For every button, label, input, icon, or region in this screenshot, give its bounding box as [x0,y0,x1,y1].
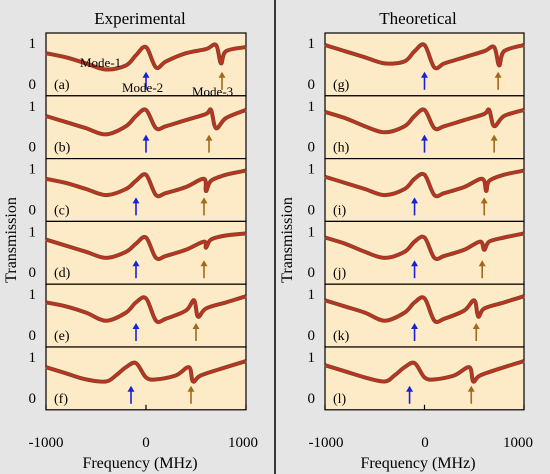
exp-panel-4-arrow-mode3-head [192,323,200,329]
exp-panel-0-curve [45,43,247,71]
theo-panel-3-label: (j) [333,266,347,281]
theo-panel-1-arrow-mode3-head [490,134,498,141]
exp-panel-3-label: (d) [54,266,71,281]
left-xlabel: Frequency (MHz) [82,455,197,472]
theo-panel-3-ytick-0: 0 [308,265,316,281]
exp-panel-2-arrow-mode3-head [200,197,208,204]
exp-panel-1-arrow-mode3-head [205,134,213,141]
theo-panel-0-label: (g) [333,78,350,93]
theo-panel-1-curve [324,108,525,134]
theo-panel-4-arrow-mode2-head [411,323,419,329]
exp-panel-2-ytick-0: 0 [29,202,37,218]
experimental-column: 1 0 (a) 1 0 (b) 1 0 (c) 1 0 (d) 1 0 (e) 1 0 (f) [29,32,247,411]
theoretical-column: 1 0 (g) 1 0 (h) 1 0 (i) 1 0 (j) 1 0 (k) 1 0 (l) [308,32,525,411]
exp-panel-0-ytick-1: 1 [29,36,37,52]
theo-panel-5-ytick-0: 0 [308,391,316,407]
exp-panel-2-frame [45,158,247,223]
exp-panel-4-frame [45,283,247,348]
exp-panel-3-arrow-mode2-head [132,260,140,267]
mode-2-label: Mode-2 [122,80,163,95]
theo-panel-4-curve [324,295,525,324]
right-xlabel: Frequency (MHz) [360,455,475,472]
exp-panel-5-ytick-0: 0 [29,391,37,407]
theo-panel-2-arrow-mode3-head [480,197,488,204]
exp-panel-4-curve [45,295,247,324]
exp-panel-2-ytick-1: 1 [29,162,37,178]
left-ylabel: Transmission [3,197,20,283]
theo-panel-1-ytick-1: 1 [308,99,316,115]
theo-panel-1-ytick-0: 0 [308,140,316,156]
exp-panel-0-arrow-mode2-head [142,71,150,78]
right-xtick-max: 1000 [503,435,533,451]
exp-panel-3-curve [45,232,247,261]
theo-panel-4-label: (k) [333,329,350,344]
exp-panel-3-arrow-mode3-head [200,260,208,267]
exp-panel-4-label: (e) [54,329,70,344]
theo-panel-0-arrow-mode3-head [494,71,502,78]
theo-panel-4-ytick-1: 1 [308,287,316,303]
right-ylabel: Transmission [279,197,296,283]
exp-panel-1-arrow-mode2-head [142,134,150,141]
theo-panel-5-arrow-mode3-head [467,385,475,392]
exp-panel-5-curve [45,359,247,383]
theo-panel-4-ytick-0: 0 [308,328,316,344]
mode-1-label: Mode-1 [80,55,121,70]
exp-panel-2-label: (c) [54,203,70,218]
left-xtick-max: 1000 [228,435,258,451]
exp-panel-1-curve [45,108,247,136]
theo-panel-2-frame [324,158,525,223]
mode-3-label: Mode-3 [192,84,233,99]
theo-panel-0-curve [324,43,525,70]
theo-panel-3-ytick-1: 1 [308,224,316,240]
exp-panel-4-ytick-0: 0 [29,328,37,344]
right-xtick-min: -1000 [309,435,344,451]
exp-panel-4-ytick-1: 1 [29,287,37,303]
exp-panel-1-label: (b) [54,141,71,156]
theo-panel-3-arrow-mode2-head [411,260,419,267]
theo-panel-1-arrow-mode2-head [421,134,428,141]
theo-panel-1-label: (h) [333,141,350,156]
exp-panel-5-arrow-mode2-head [127,385,135,392]
exp-panel-0-arrow-mode3-head [218,71,226,78]
theo-panel-2-label: (i) [333,203,347,218]
theo-panel-0-arrow-mode2-head [421,71,428,78]
exp-panel-1-ytick-1: 1 [29,99,37,115]
exp-panel-0-label: (a) [54,78,70,93]
exp-panel-2-curve [45,169,247,198]
theo-panel-2-ytick-1: 1 [308,162,316,178]
exp-panel-3-ytick-1: 1 [29,224,37,240]
theo-panel-2-ytick-0: 0 [308,202,316,218]
exp-panel-2-arrow-mode2-head [132,197,140,204]
exp-panel-3-frame [45,220,247,285]
theo-panel-5-arrow-mode2-head [406,385,414,392]
left-xtick-zero: 0 [142,435,150,451]
theo-panel-4-arrow-mode3-head [472,323,480,329]
exp-panel-4-arrow-mode2-head [132,323,140,329]
theo-panel-3-curve [324,232,525,261]
left-title: Experimental [94,9,186,28]
exp-panel-1-ytick-0: 0 [29,140,37,156]
theo-panel-2-curve [324,169,525,198]
theo-panel-5-label: (l) [333,392,347,407]
theo-panel-5-ytick-1: 1 [308,350,316,366]
exp-panel-0-ytick-0: 0 [29,77,37,93]
left-xtick-min: -1000 [29,435,64,451]
exp-panel-5-label: (f) [54,392,68,407]
theo-panel-5-curve [324,359,525,383]
exp-panel-3-ytick-0: 0 [29,265,37,281]
theo-panel-3-arrow-mode3-head [478,260,486,267]
right-title: Theoretical [379,9,457,28]
theo-panel-0-ytick-1: 1 [308,36,316,52]
theo-panel-0-ytick-0: 0 [308,77,316,93]
theo-panel-3-frame [324,220,525,285]
exp-panel-5-arrow-mode3-head [187,385,195,392]
exp-panel-5-ytick-1: 1 [29,350,37,366]
theo-panel-4-frame [324,283,525,348]
right-xtick-zero: 0 [421,435,429,451]
theo-panel-2-arrow-mode2-head [411,197,419,204]
